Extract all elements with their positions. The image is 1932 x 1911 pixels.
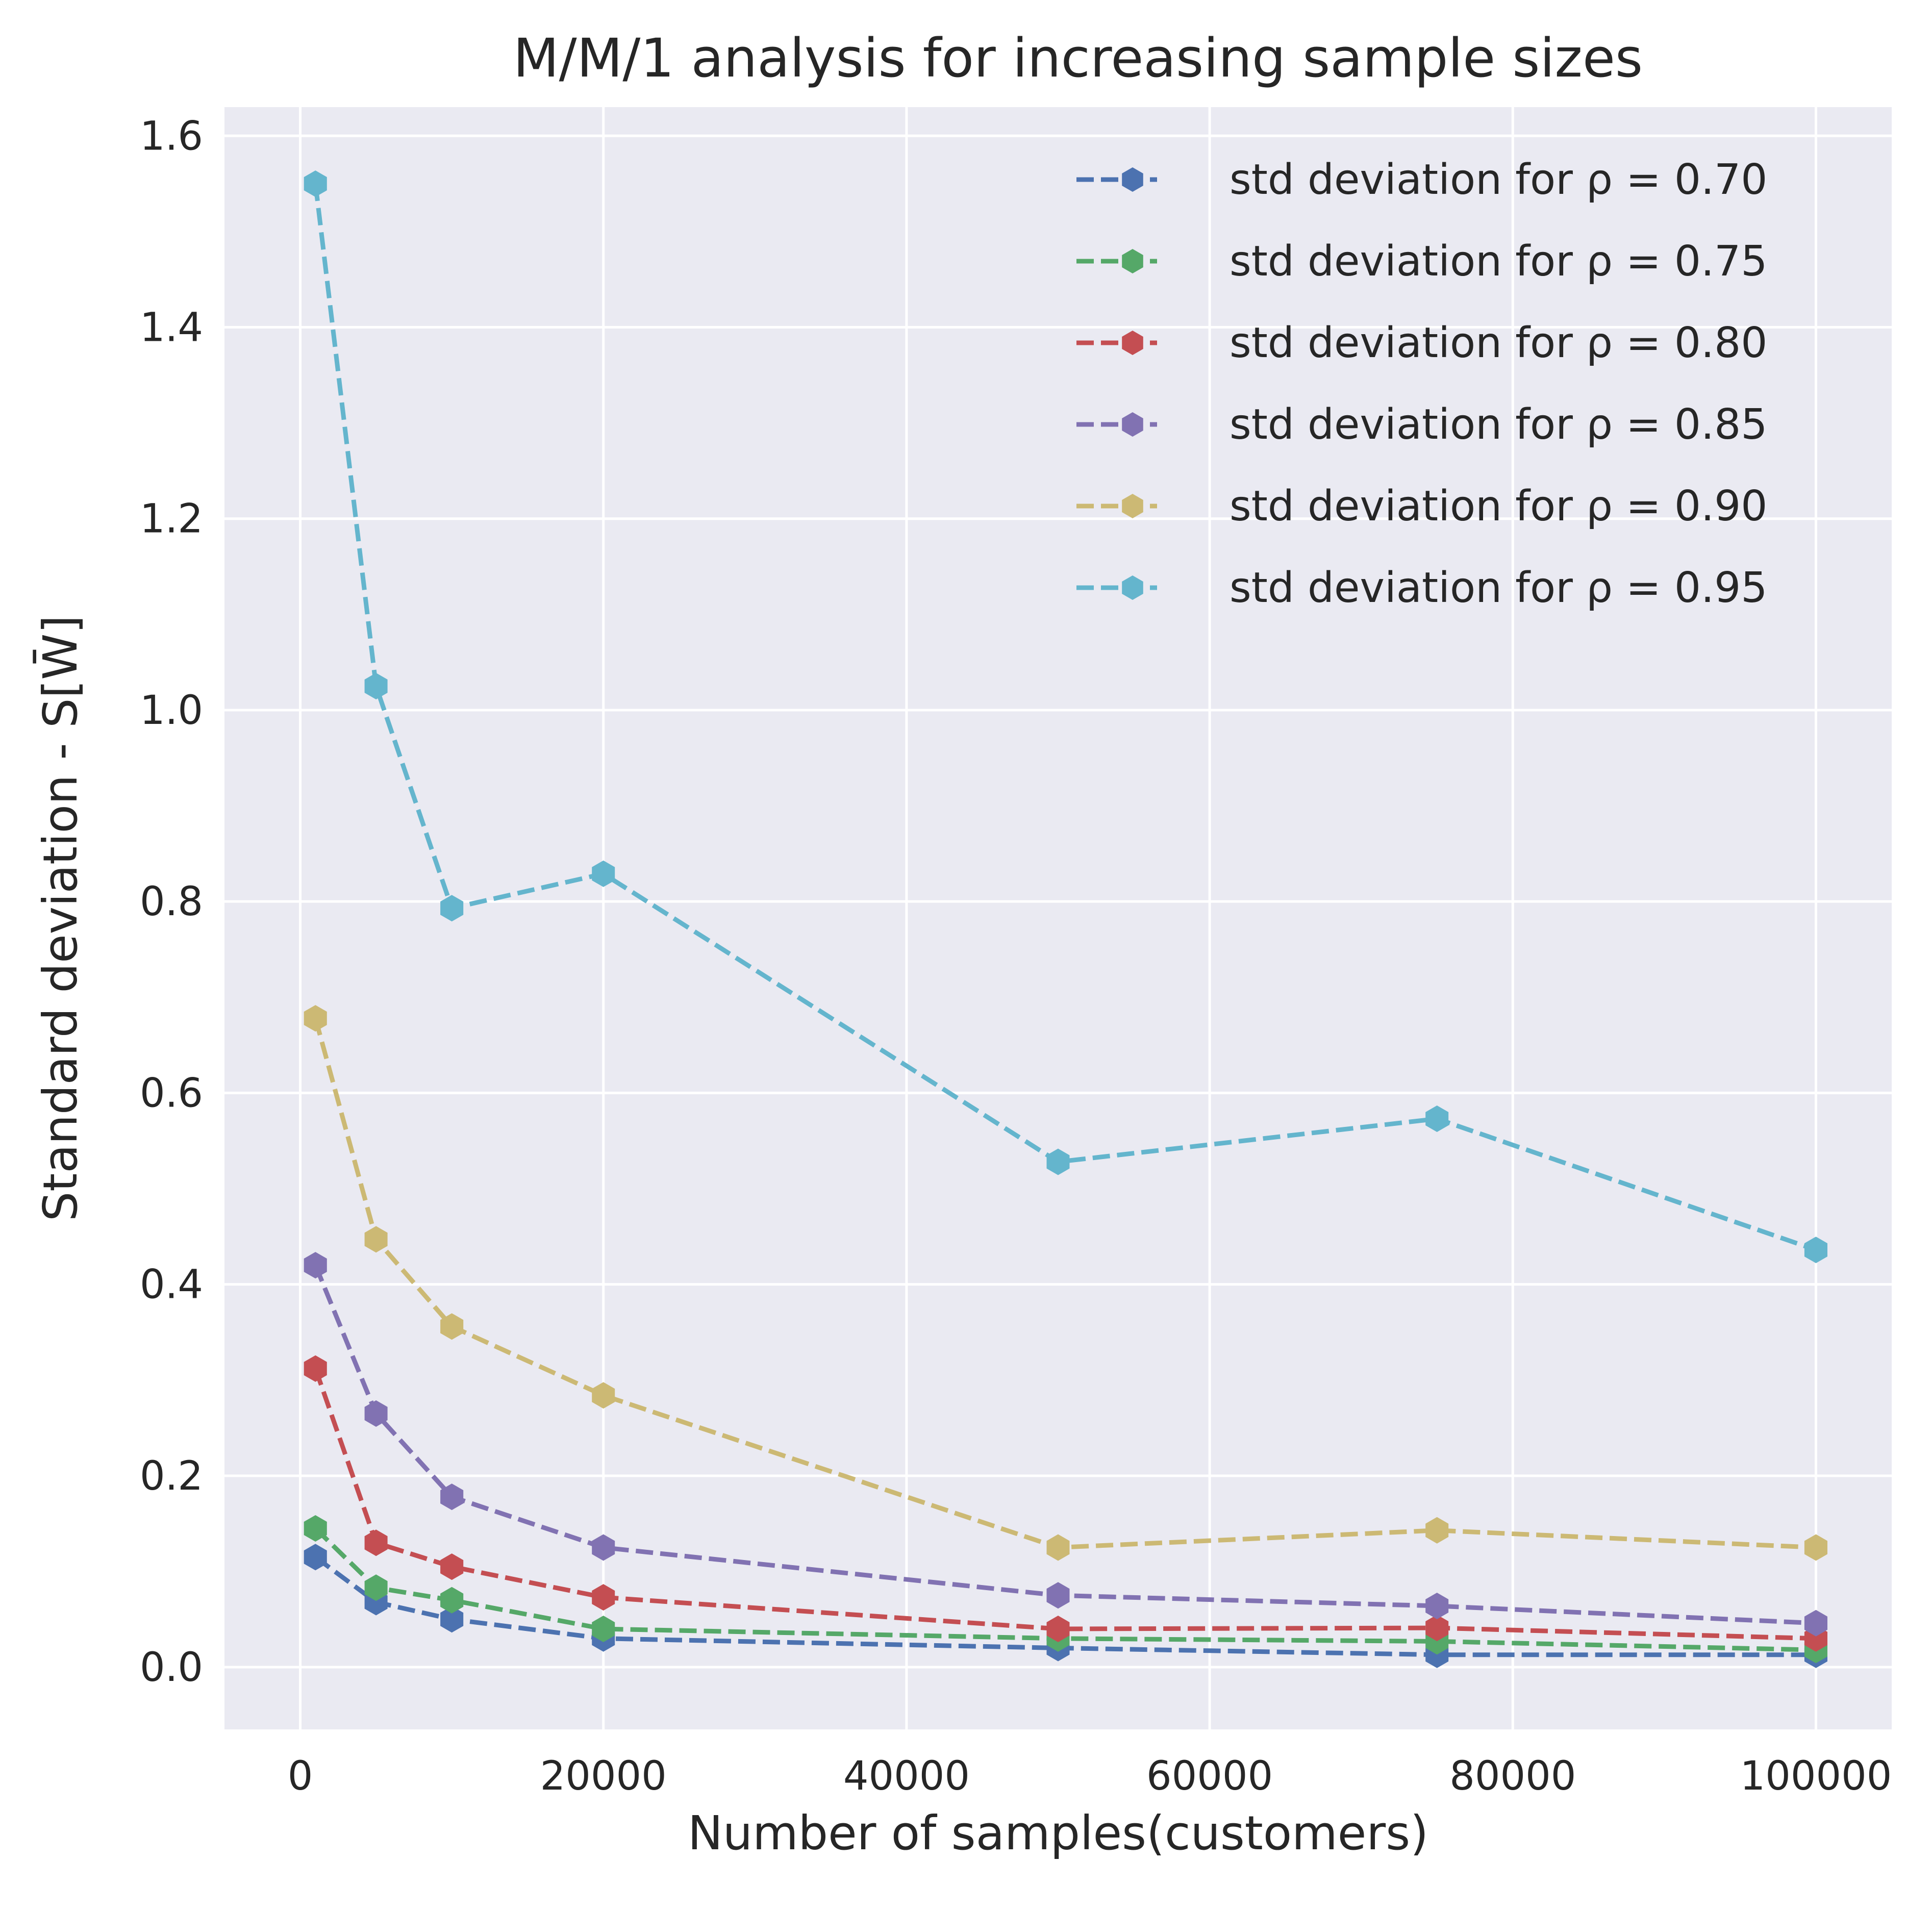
series — [304, 170, 1827, 1264]
data-point — [1046, 1582, 1070, 1609]
x-tick-label: 60000 — [1146, 1753, 1273, 1799]
legend-marker — [1122, 575, 1143, 600]
data-point — [304, 1355, 327, 1382]
data-point — [1804, 1237, 1827, 1264]
data-point — [304, 1005, 327, 1032]
data-point — [304, 170, 327, 197]
data-point — [364, 1574, 388, 1601]
legend-entry: std deviation for ρ = 0.90 — [1076, 482, 1767, 531]
data-point — [1425, 1517, 1449, 1544]
series — [304, 1252, 1827, 1637]
data-point — [1046, 1148, 1070, 1175]
data-point — [1804, 1534, 1827, 1561]
series — [304, 1005, 1827, 1561]
data-point — [304, 1515, 327, 1542]
series-layer — [304, 170, 1827, 1668]
y-tick-label: 1.4 — [140, 305, 203, 351]
x-axis-ticks: 0 20000 40000 60000 80000 100000 — [288, 1753, 1892, 1799]
y-tick-label: 0.2 — [140, 1453, 203, 1499]
legend-entry: std deviation for ρ = 0.70 — [1076, 156, 1767, 204]
x-tick-label: 80000 — [1449, 1753, 1576, 1799]
y-tick-label: 0.4 — [140, 1262, 203, 1308]
y-tick-label: 0.8 — [140, 879, 203, 925]
x-tick-label: 100000 — [1740, 1753, 1892, 1799]
data-point — [364, 1226, 388, 1253]
legend-marker — [1122, 167, 1143, 192]
legend-entry: std deviation for ρ = 0.85 — [1076, 400, 1767, 449]
legend: std deviation for ρ = 0.70 std deviation … — [1076, 156, 1767, 612]
legend-entry: std deviation for ρ = 0.80 — [1076, 319, 1767, 367]
data-point — [304, 1544, 327, 1571]
y-tick-label: 0.6 — [140, 1070, 203, 1116]
x-tick-label: 40000 — [843, 1753, 970, 1799]
legend-entry: std deviation for ρ = 0.75 — [1076, 237, 1767, 286]
x-axis-label: Number of samples(customers) — [688, 1806, 1428, 1860]
y-tick-label: 1.0 — [140, 688, 203, 734]
data-point — [1046, 1534, 1070, 1561]
grid-lines — [224, 107, 1892, 1729]
data-point — [364, 1400, 388, 1427]
legend-marker — [1122, 331, 1143, 355]
legend-label: std deviation for ρ = 0.95 — [1230, 564, 1767, 612]
data-point — [440, 1553, 464, 1580]
y-tick-label: 1.2 — [140, 496, 203, 542]
legend-marker — [1122, 412, 1143, 437]
y-tick-label: 0.0 — [140, 1645, 203, 1691]
legend-label: std deviation for ρ = 0.90 — [1230, 482, 1767, 531]
data-point — [1425, 1615, 1449, 1642]
x-tick-label: 0 — [288, 1753, 313, 1799]
legend-label: std deviation for ρ = 0.85 — [1230, 400, 1767, 449]
y-axis-ticks: 0.0 0.2 0.4 0.6 0.8 1.0 1.2 1.4 1.6 — [140, 113, 203, 1691]
data-point — [440, 895, 464, 922]
data-point — [304, 1252, 327, 1279]
legend-marker — [1122, 494, 1143, 518]
data-point — [592, 1534, 615, 1561]
data-point — [364, 1529, 388, 1556]
data-point — [592, 860, 615, 887]
data-point — [1425, 1105, 1449, 1132]
legend-label: std deviation for ρ = 0.70 — [1230, 156, 1767, 204]
data-point — [440, 1606, 464, 1633]
data-point — [364, 673, 388, 699]
data-point — [1425, 1593, 1449, 1619]
y-axis-label: Standard deviation - S[W̄] — [33, 615, 88, 1221]
legend-label: std deviation for ρ = 0.75 — [1230, 237, 1767, 286]
data-point — [1046, 1616, 1070, 1642]
data-point — [440, 1587, 464, 1614]
data-point — [592, 1616, 615, 1642]
data-point — [592, 1584, 615, 1611]
y-tick-label: 1.6 — [140, 113, 203, 159]
data-point — [592, 1382, 615, 1409]
legend-label: std deviation for ρ = 0.80 — [1230, 319, 1767, 367]
data-point — [1804, 1610, 1827, 1637]
chart-title: M/M/1 analysis for increasing sample siz… — [513, 27, 1643, 89]
data-point — [440, 1313, 464, 1340]
legend-marker — [1122, 249, 1143, 273]
plot-area — [224, 107, 1892, 1729]
legend-entry: std deviation for ρ = 0.95 — [1076, 564, 1767, 612]
data-point — [440, 1483, 464, 1511]
x-tick-label: 20000 — [540, 1753, 667, 1799]
series — [304, 1355, 1827, 1652]
